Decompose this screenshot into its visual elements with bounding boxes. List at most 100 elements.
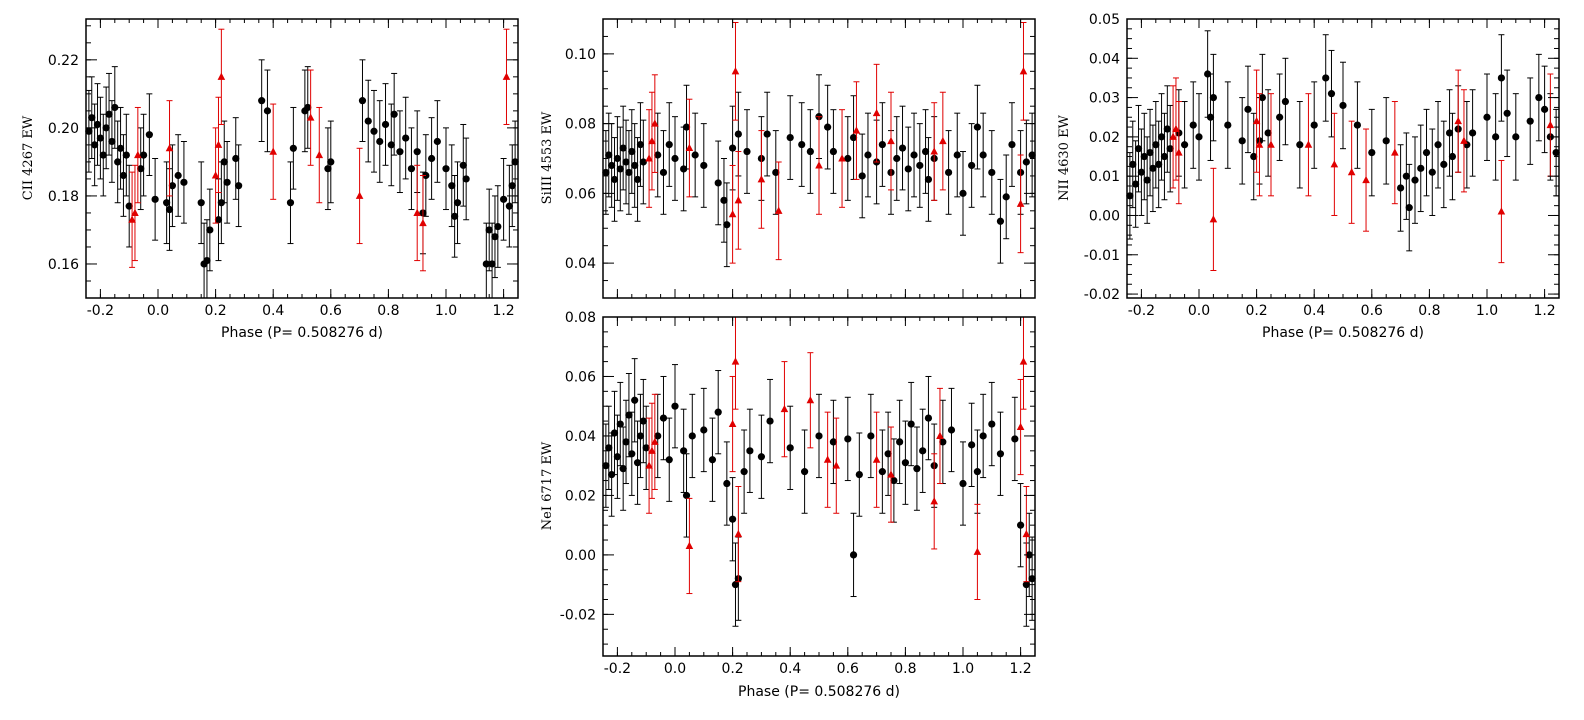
data-point-circle bbox=[390, 110, 398, 118]
data-point-circle bbox=[1397, 184, 1405, 192]
point-nei-circle-17 bbox=[665, 417, 673, 502]
point-nii-circle-55 bbox=[1497, 34, 1505, 122]
data-point-triangle bbox=[1172, 124, 1180, 133]
point-nii-circle-58 bbox=[1526, 77, 1534, 165]
point-nii-triangle-1 bbox=[1172, 77, 1180, 181]
data-point-circle bbox=[508, 182, 516, 190]
data-point-circle bbox=[1166, 145, 1174, 153]
data-point-circle bbox=[1541, 105, 1549, 113]
data-point-circle bbox=[1152, 141, 1160, 149]
data-point-triangle bbox=[131, 208, 139, 216]
data-point-triangle bbox=[1255, 140, 1264, 148]
x-tick-label: -0.2 bbox=[604, 661, 631, 677]
data-point-triangle bbox=[973, 547, 982, 555]
data-point-circle bbox=[1445, 129, 1454, 137]
point-nei-triangle-8 bbox=[806, 352, 815, 449]
point-cii-circle-40 bbox=[324, 127, 332, 211]
data-point-triangle bbox=[838, 154, 846, 162]
data-point-circle bbox=[608, 161, 616, 170]
point-nei-circle-58 bbox=[996, 411, 1005, 496]
data-point-triangle bbox=[1330, 160, 1339, 168]
point-nii-circle-23 bbox=[1238, 97, 1246, 185]
point-nei-triangle-10 bbox=[832, 417, 841, 514]
point-nei-circle-32 bbox=[766, 378, 774, 464]
point-nei-circle-33 bbox=[786, 405, 794, 490]
data-point-circle bbox=[878, 140, 886, 149]
data-point-circle bbox=[605, 151, 613, 159]
data-point-circle bbox=[387, 141, 395, 149]
point-nii-circle-52 bbox=[1469, 89, 1477, 177]
data-point-triangle bbox=[217, 72, 226, 80]
data-point-circle bbox=[639, 417, 647, 425]
point-nei-circle-12 bbox=[636, 393, 645, 479]
x-tick-label: 1.0 bbox=[1476, 303, 1498, 319]
point-nei-circle-52 bbox=[947, 387, 956, 473]
data-point-circle bbox=[96, 134, 104, 142]
data-point-circle bbox=[1512, 133, 1520, 141]
point-cii-circle-69 bbox=[505, 164, 513, 248]
data-point-circle bbox=[180, 178, 188, 186]
y-tick-label: 0.04 bbox=[565, 256, 596, 272]
data-point-circle bbox=[968, 161, 976, 170]
data-point-circle bbox=[1244, 105, 1252, 113]
point-cii-triangle-9 bbox=[315, 106, 324, 204]
point-cii-triangle-13 bbox=[502, 28, 511, 125]
point-nii-circle-39 bbox=[1397, 144, 1405, 232]
data-point-circle bbox=[959, 479, 967, 488]
data-point-circle bbox=[1146, 149, 1154, 157]
data-point-triangle bbox=[128, 215, 136, 223]
data-point-circle bbox=[731, 581, 740, 589]
point-siiii-circle-7 bbox=[622, 119, 630, 205]
point-cii-circle-68 bbox=[500, 158, 508, 241]
point-nii-triangle-0 bbox=[1169, 85, 1177, 189]
point-nei-circle-38 bbox=[849, 512, 858, 598]
data-point-circle bbox=[639, 158, 647, 166]
data-point-circle bbox=[327, 158, 335, 166]
point-siiii-triangle-16 bbox=[1016, 154, 1025, 254]
data-point-circle bbox=[849, 551, 858, 559]
point-nei-circle-22 bbox=[700, 387, 708, 473]
x-axis-label-nii: Phase (P= 0.508276 d) bbox=[1262, 325, 1424, 341]
point-siiii-circle-4 bbox=[613, 116, 622, 201]
data-point-circle bbox=[1028, 575, 1036, 583]
data-point-circle bbox=[1281, 97, 1289, 106]
data-point-circle bbox=[913, 465, 921, 473]
point-cii-triangle-12 bbox=[419, 175, 427, 272]
data-point-triangle bbox=[872, 455, 881, 463]
point-nii-circle-9 bbox=[1152, 101, 1160, 189]
point-nii-triangle-6 bbox=[1267, 93, 1275, 197]
data-point-circle bbox=[682, 123, 691, 131]
data-point-circle bbox=[453, 199, 462, 207]
point-cii-circle-57 bbox=[442, 127, 450, 211]
data-point-triangle bbox=[1267, 140, 1275, 148]
data-point-circle bbox=[1322, 74, 1330, 82]
point-nei-triangle-18 bbox=[1022, 486, 1031, 583]
point-nii-triangle-10 bbox=[1362, 128, 1370, 232]
x-tick-label: 0.8 bbox=[894, 661, 916, 677]
point-nii-circle-21 bbox=[1209, 53, 1217, 142]
point-cii-circle-36 bbox=[286, 161, 295, 245]
data-point-circle bbox=[619, 465, 627, 473]
data-point-circle bbox=[1028, 151, 1036, 159]
data-point-circle bbox=[844, 435, 852, 443]
point-nei-circle-53 bbox=[959, 441, 967, 526]
data-point-circle bbox=[376, 137, 384, 146]
point-siiii-triangle-1 bbox=[648, 91, 656, 191]
data-point-triangle bbox=[930, 147, 938, 155]
point-siiii-triangle-0 bbox=[645, 109, 653, 208]
x-tick-label: 0.2 bbox=[721, 661, 743, 677]
data-point-circle bbox=[1526, 117, 1534, 125]
point-nii-circle-11 bbox=[1157, 93, 1166, 181]
data-point-triangle bbox=[1175, 148, 1183, 156]
data-point-circle bbox=[108, 137, 116, 146]
x-tick-label: 0.6 bbox=[320, 303, 342, 319]
point-siiii-circle-58 bbox=[988, 130, 996, 215]
data-point-circle bbox=[619, 144, 627, 152]
point-cii-circle-37 bbox=[289, 106, 297, 190]
point-nii-circle-17 bbox=[1189, 81, 1197, 169]
data-point-circle bbox=[428, 154, 436, 163]
ticks-cii: -0.2 0.0 0.2 0.4 0.6 0.8 1.0 1.2 0.16 0.18 0.20 0.2… bbox=[48, 19, 519, 319]
data-point-circle bbox=[1264, 129, 1272, 137]
point-nei-circle-21 bbox=[688, 393, 696, 479]
point-cii-circle-51 bbox=[407, 127, 416, 211]
